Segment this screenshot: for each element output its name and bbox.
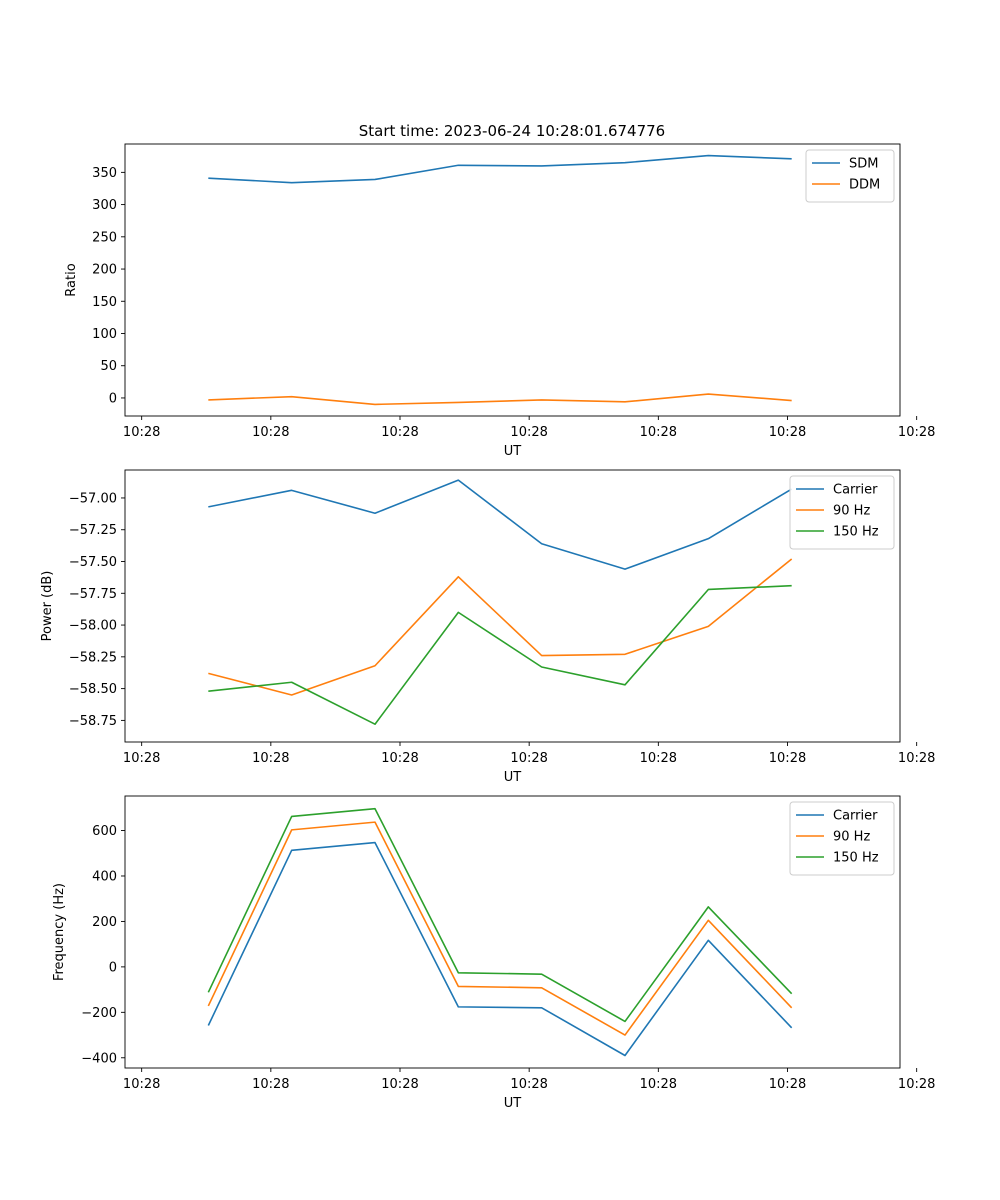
plot-frame bbox=[124, 469, 901, 743]
y-tick-label: 0 bbox=[109, 960, 117, 975]
x-tick-label: 10:28 bbox=[252, 425, 289, 440]
x-tick-label: 10:28 bbox=[381, 751, 418, 766]
x-tick-label: 10:28 bbox=[640, 751, 677, 766]
plot-frame bbox=[124, 143, 901, 417]
legend-label-1: Carrier bbox=[833, 809, 878, 824]
y-tick-label: 200 bbox=[92, 263, 117, 278]
y-tick-label: −57.50 bbox=[69, 555, 117, 570]
x-axis-label: UT bbox=[504, 1096, 522, 1111]
x-tick-label: 10:28 bbox=[381, 1077, 418, 1092]
y-axis-label: Power (dB) bbox=[40, 571, 55, 642]
legend: SDM DDM bbox=[805, 149, 895, 203]
x-tick-label: 10:28 bbox=[510, 425, 547, 440]
plot-frame bbox=[124, 795, 901, 1069]
y-tick-label: 400 bbox=[92, 869, 117, 884]
legend-label-2: 90 Hz bbox=[833, 830, 870, 845]
x-tick-label: 10:28 bbox=[252, 751, 289, 766]
figure-title: Start time: 2023-06-24 10:28:01.674776 bbox=[359, 122, 665, 140]
legend-label-2: 90 Hz bbox=[833, 504, 870, 519]
y-tick-label: 250 bbox=[92, 230, 117, 245]
x-tick-label: 10:28 bbox=[123, 1077, 160, 1092]
x-tick-label: 10:28 bbox=[123, 425, 160, 440]
series-line-1 bbox=[207, 841, 793, 1057]
x-axis-label: UT bbox=[504, 444, 522, 459]
legend-label-3: 150 Hz bbox=[833, 851, 879, 866]
y-tick-label: 150 bbox=[92, 295, 117, 310]
x-tick-label: 10:28 bbox=[510, 1077, 547, 1092]
y-tick-label: −58.00 bbox=[69, 619, 117, 634]
series-line-2 bbox=[207, 821, 793, 1036]
y-tick-label: 0 bbox=[109, 391, 117, 406]
x-tick-label: 10:28 bbox=[769, 1077, 806, 1092]
y-tick-label: 300 bbox=[92, 198, 117, 213]
y-tick-label: −58.75 bbox=[69, 714, 117, 729]
x-tick-label: 10:28 bbox=[252, 1077, 289, 1092]
x-tick-label: 10:28 bbox=[898, 425, 935, 440]
plots: 10:28 10:28 10:28 10:28 10:28 10:28 10:28 0 50 10… bbox=[40, 143, 935, 1111]
y-tick-label: −58.50 bbox=[69, 682, 117, 697]
chart-3: 10:28 10:28 10:28 10:28 10:28 10:28 10:28 −400 −… bbox=[52, 795, 935, 1111]
legend-label-3: 150 Hz bbox=[833, 525, 879, 540]
x-tick-label: 10:28 bbox=[640, 1077, 677, 1092]
legend: Carrier 90 Hz 150 Hz bbox=[789, 801, 895, 876]
legend-label-2: DDM bbox=[849, 178, 880, 193]
y-tick-label: 200 bbox=[92, 915, 117, 930]
x-tick-label: 10:28 bbox=[510, 751, 547, 766]
legend-label-1: SDM bbox=[849, 157, 878, 172]
y-tick-label: −57.75 bbox=[69, 587, 117, 602]
x-tick-label: 10:28 bbox=[381, 425, 418, 440]
legend: Carrier 90 Hz 150 Hz bbox=[789, 475, 895, 550]
y-tick-label: 100 bbox=[92, 327, 117, 342]
series-line-1 bbox=[208, 154, 792, 184]
y-tick-label: −57.00 bbox=[69, 491, 117, 506]
x-tick-label: 10:28 bbox=[898, 751, 935, 766]
series-line-2 bbox=[208, 393, 792, 406]
x-tick-label: 10:28 bbox=[123, 751, 160, 766]
x-tick-label: 10:28 bbox=[898, 1077, 935, 1092]
y-tick-label: −200 bbox=[81, 1006, 117, 1021]
y-tick-label: −58.25 bbox=[69, 650, 117, 665]
y-tick-label: −400 bbox=[81, 1051, 117, 1066]
series-line-2 bbox=[208, 558, 793, 696]
series-line-3 bbox=[207, 807, 793, 1023]
series-line-3 bbox=[208, 584, 792, 726]
y-tick-label: 50 bbox=[100, 359, 117, 374]
x-tick-label: 10:28 bbox=[640, 425, 677, 440]
x-tick-label: 10:28 bbox=[769, 751, 806, 766]
y-tick-label: −57.25 bbox=[69, 523, 117, 538]
y-axis-label: Frequency (Hz) bbox=[52, 883, 67, 981]
legend-label-1: Carrier bbox=[833, 483, 878, 498]
y-axis-label: Ratio bbox=[64, 263, 79, 296]
x-axis-label: UT bbox=[504, 770, 522, 785]
x-tick-label: 10:28 bbox=[769, 425, 806, 440]
chart-2: 10:28 10:28 10:28 10:28 10:28 10:28 10:28 −58.7… bbox=[40, 469, 935, 785]
series-line-1 bbox=[208, 479, 793, 570]
y-tick-label: 350 bbox=[92, 166, 117, 181]
y-tick-label: 600 bbox=[92, 824, 117, 839]
chart-1: 10:28 10:28 10:28 10:28 10:28 10:28 10:28 0 50 10… bbox=[64, 143, 935, 459]
